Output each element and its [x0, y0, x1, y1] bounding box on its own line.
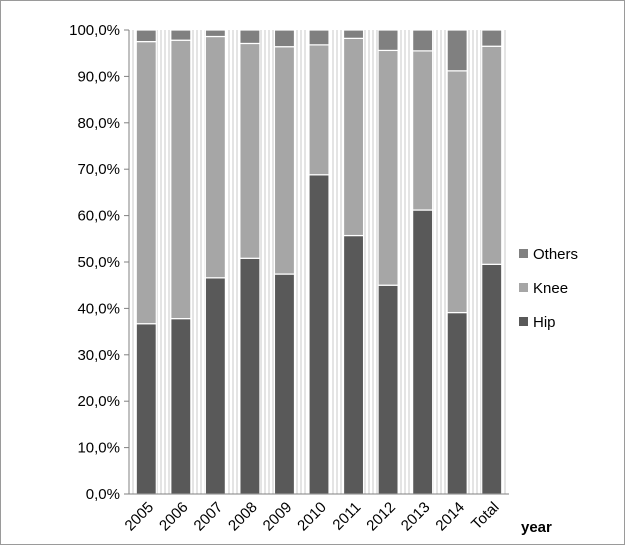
legend-swatch-hip — [519, 317, 528, 326]
bar-others-2014 — [446, 29, 468, 72]
bar-hip-2007 — [204, 277, 226, 495]
y-tick-label: 60,0% — [77, 208, 120, 225]
y-tick-label: 30,0% — [77, 347, 120, 364]
bar-knee-2008 — [239, 42, 261, 259]
bar-knee-2009 — [273, 46, 296, 275]
axes-layer — [124, 29, 509, 495]
bar-others-2006 — [170, 29, 192, 41]
legend: Others Knee Hip — [519, 246, 578, 331]
bar-knee-2007 — [204, 35, 226, 279]
bar-knee-2011 — [342, 37, 365, 237]
bar-knee-2012 — [377, 49, 399, 286]
bar-others-2007 — [204, 29, 226, 38]
bar-knee-2010 — [308, 44, 330, 176]
x-tick-label-2012: 2012 — [363, 499, 399, 535]
x-axis-label: year — [521, 519, 552, 536]
bar-hip-2005 — [135, 323, 157, 495]
x-tick-label-2007: 2007 — [191, 499, 227, 535]
bar-hip-2011 — [342, 234, 365, 495]
y-tick-label: 10,0% — [77, 440, 120, 457]
bar-others-2011 — [342, 29, 365, 39]
x-tick-label-2011: 2011 — [329, 499, 364, 534]
bar-hip-total — [481, 263, 503, 495]
bar-hip-2008 — [239, 257, 261, 495]
bar-others-2005 — [135, 29, 157, 43]
bar-others-2013 — [412, 29, 434, 52]
legend-swatch-knee — [519, 283, 528, 292]
bar-knee-2014 — [446, 70, 468, 314]
x-tick-label-2005: 2005 — [122, 499, 158, 535]
bar-hip-2006 — [170, 318, 192, 495]
y-tick-label: 80,0% — [77, 115, 120, 132]
y-tick-labels: 0,0% 10,0% 20,0% 30,0% 40,0% 50,0% 60,0% 70,0% 8… — [69, 22, 120, 503]
x-tick-label-2014: 2014 — [432, 499, 468, 535]
bar-knee-2005 — [135, 40, 157, 325]
y-tick-label: 0,0% — [86, 486, 120, 503]
x-tick-label-2009: 2009 — [260, 499, 296, 535]
y-tick-label: 20,0% — [77, 393, 120, 410]
bar-others-2010 — [308, 29, 330, 46]
legend-label-hip: Hip — [533, 314, 556, 331]
bar-hip-2014 — [446, 311, 468, 495]
x-tick-label-total: Total — [468, 499, 502, 533]
legend-swatch-others — [519, 249, 528, 258]
legend-label-knee: Knee — [533, 280, 568, 297]
bar-hip-2012 — [377, 284, 399, 495]
bar-knee-2013 — [412, 50, 434, 211]
bar-others-2009 — [273, 29, 296, 48]
x-tick-label-2006: 2006 — [156, 499, 192, 535]
y-tick-label: 90,0% — [77, 68, 120, 85]
bars-layer — [135, 29, 503, 495]
y-tick-label: 40,0% — [77, 300, 120, 317]
y-tick-label: 70,0% — [77, 161, 120, 178]
bar-others-total — [481, 29, 503, 47]
x-tick-label-2013: 2013 — [398, 499, 434, 535]
bar-hip-2013 — [412, 209, 434, 495]
bar-hip-2009 — [273, 273, 296, 495]
x-tick-label-2010: 2010 — [294, 499, 330, 535]
y-tick-label: 50,0% — [77, 254, 120, 271]
bar-others-2012 — [377, 29, 399, 52]
bar-knee-2006 — [170, 39, 192, 320]
y-tick-label: 100,0% — [69, 22, 120, 39]
x-tick-label-2008: 2008 — [225, 499, 261, 535]
legend-label-others: Others — [533, 246, 578, 263]
bar-others-2008 — [239, 29, 261, 45]
bar-hip-2010 — [308, 174, 330, 495]
bar-knee-total — [481, 45, 503, 265]
